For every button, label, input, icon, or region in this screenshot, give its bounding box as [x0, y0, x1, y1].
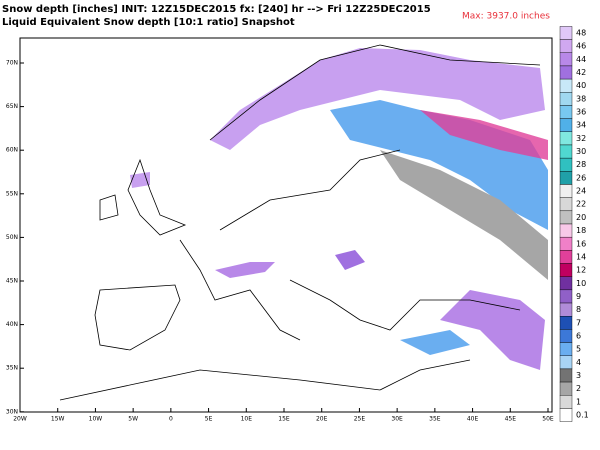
colorbar-label: 4 [576, 358, 581, 367]
lon-label: 25E [354, 416, 366, 423]
coastline [59, 44, 541, 401]
lat-label: 35N [6, 365, 18, 372]
lon-label: 15E [278, 416, 290, 423]
lon-label: 30E [391, 416, 403, 423]
colorbar-swatch [559, 78, 573, 93]
colorbar-label: 40 [576, 81, 586, 90]
colorbar-swatch [559, 368, 573, 383]
lon-label: 50E [542, 416, 554, 423]
lat-label: 65N [6, 103, 18, 110]
colorbar-label: 32 [576, 134, 586, 143]
header-title: Snow depth [inches] INIT: 12Z15DEC2015 f… [2, 4, 431, 15]
colorbar-swatch [559, 329, 573, 343]
colorbar-swatch [559, 210, 573, 225]
lon-label: 20E [316, 416, 328, 423]
colorbar-label: 38 [576, 94, 586, 103]
colorbar-label: 2 [576, 384, 581, 393]
colorbar-swatch [559, 65, 573, 80]
colorbar-label: 24 [576, 187, 586, 196]
colorbar-swatch [559, 263, 573, 277]
colorbar-label: 6 [576, 331, 581, 340]
snow-gray [380, 150, 548, 280]
lon-label: 20W [13, 416, 27, 423]
colorbar-swatch [559, 381, 573, 396]
colorbar-swatch [559, 131, 573, 146]
colorbar-label: 5 [576, 345, 581, 354]
lat-label: 55N [6, 190, 18, 197]
colorbar-label: 12 [576, 266, 586, 275]
lon-label: 10E [241, 416, 253, 423]
colorbar-label: 48 [576, 29, 586, 38]
colorbar-label: 28 [576, 160, 586, 169]
lon-label: 45E [505, 416, 517, 423]
colorbar-swatch [559, 342, 573, 356]
colorbar-swatch [559, 223, 573, 238]
max-value: Max: 3937.0 inches [462, 12, 550, 22]
snow-turkey [400, 330, 470, 355]
colorbar-label: 22 [576, 200, 586, 209]
colorbar-label: 30 [576, 147, 586, 156]
colorbar-swatch [559, 302, 573, 317]
colorbar-swatch [559, 395, 573, 409]
colorbar-label: 36 [576, 108, 586, 117]
lon-label: 5E [205, 416, 213, 423]
colorbar-label: 18 [576, 226, 586, 235]
lon-label: 40E [467, 416, 479, 423]
lat-label: 70N [6, 60, 18, 67]
colorbar-swatch [559, 105, 573, 119]
colorbar-swatch [559, 197, 573, 212]
lat-label: 60N [6, 147, 18, 154]
colorbar-label: 20 [576, 213, 586, 222]
lon-label: 0 [169, 416, 173, 423]
colorbar-swatch [559, 26, 573, 40]
colorbar-swatch [559, 92, 573, 106]
colorbar-swatch [559, 39, 573, 53]
colorbar-swatch [559, 316, 573, 330]
colorbar-label: 44 [576, 55, 586, 64]
colorbar-swatch [559, 52, 573, 67]
colorbar-label: 42 [576, 68, 586, 77]
colorbar-label: 1 [576, 397, 581, 406]
colorbar-swatch [559, 157, 573, 172]
colorbar-swatch [559, 355, 573, 370]
colorbar-swatch [559, 184, 573, 198]
colorbar-label: 34 [576, 121, 586, 130]
snow-scandinavia [210, 48, 545, 150]
colorbar-label: 8 [576, 305, 581, 314]
colorbar-swatch [559, 118, 573, 132]
colorbar-label: 9 [576, 292, 581, 301]
lat-label: 50N [6, 234, 18, 241]
colorbar-swatch [559, 250, 573, 264]
lat-label: 30N [6, 408, 18, 415]
colorbar-swatch [559, 236, 573, 251]
colorbar-label: 10 [576, 279, 586, 288]
colorbar-swatch [559, 408, 573, 422]
colorbar-label: 46 [576, 42, 586, 51]
lon-label: 35E [429, 416, 441, 423]
lon-label: 5W [128, 416, 138, 423]
lat-label: 45N [6, 278, 18, 285]
colorbar-swatch [559, 289, 573, 304]
header-subtitle: Liquid Equivalent Snow depth [10:1 ratio… [2, 17, 295, 28]
colorbar-label: 7 [576, 318, 581, 327]
lon-label: 10W [89, 416, 103, 423]
colorbar-swatch [559, 276, 573, 291]
snow-alps [215, 262, 275, 278]
colorbar-label: 0.1 [576, 411, 589, 420]
snow-band [420, 110, 548, 160]
colorbar-label: 14 [576, 252, 586, 261]
lon-label: 15W [51, 416, 65, 423]
colorbar-swatch [559, 144, 573, 159]
colorbar-label: 26 [576, 173, 586, 182]
colorbar-label: 3 [576, 371, 581, 380]
colorbar-label: 16 [576, 239, 586, 248]
lat-label: 40N [6, 321, 18, 328]
map-area [19, 37, 553, 413]
colorbar-swatch [559, 171, 573, 185]
snow-carpathians [335, 250, 365, 270]
